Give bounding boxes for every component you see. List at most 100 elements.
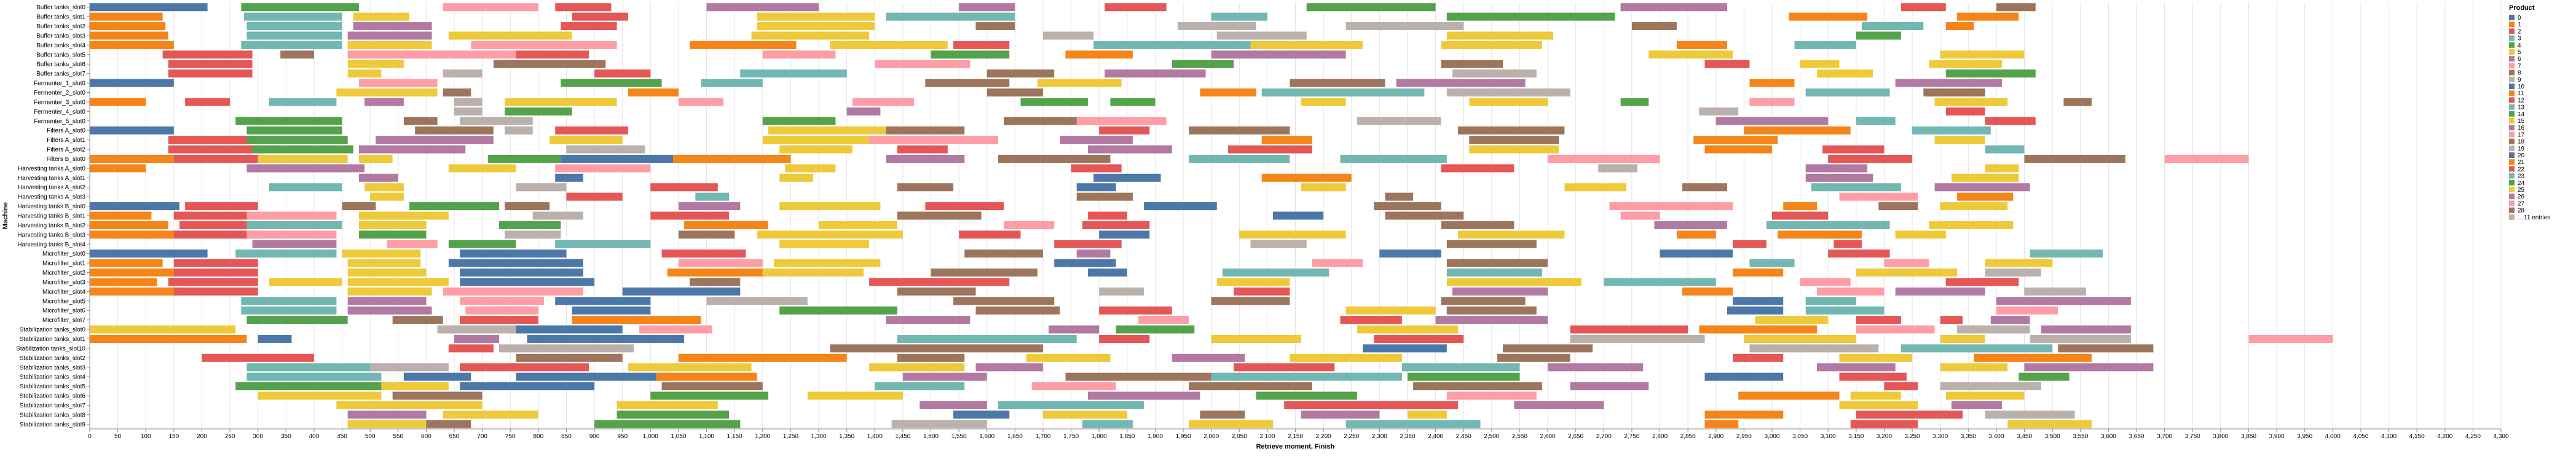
y-tick-label: Fermenter_4_slot0	[34, 109, 85, 116]
task-bar	[1929, 60, 2003, 68]
task-bar	[572, 316, 701, 324]
legend-label: 13	[2518, 104, 2525, 111]
task-bar	[1054, 240, 1122, 248]
task-bar	[897, 353, 965, 362]
y-tick-label: Microfilter_slot3	[42, 279, 85, 286]
y-tick-label: Harvesting tanks B_slot3	[17, 232, 85, 238]
task-bar	[1446, 306, 1537, 315]
task-bar	[667, 269, 763, 277]
x-tick-label: 2,750	[1624, 433, 1639, 440]
task-bar	[516, 353, 623, 362]
task-bar	[1345, 22, 1464, 31]
task-bar	[566, 145, 645, 154]
task-bar	[1216, 31, 1307, 40]
y-tick-label: Microfilter_slot6	[42, 308, 85, 315]
task-bar	[1301, 183, 1346, 192]
y-tick-label: Filters A_slot0	[47, 128, 85, 135]
task-bar	[953, 41, 1010, 49]
legend-label: 24	[2518, 180, 2525, 187]
legend-swatch	[2509, 90, 2515, 96]
task-bar	[1105, 3, 1167, 12]
x-tick-label: 100	[141, 433, 151, 440]
task-bar	[347, 306, 432, 315]
task-bar	[975, 22, 1015, 31]
task-bar	[762, 269, 864, 277]
legend-label: 2	[2518, 28, 2521, 35]
legend-swatch	[2509, 84, 2515, 89]
task-bar	[931, 50, 1010, 59]
task-bar	[785, 164, 836, 173]
task-bar	[1631, 22, 1677, 31]
task-bar	[1345, 420, 1481, 428]
task-bar	[964, 249, 1043, 258]
x-tick-label: 500	[365, 433, 376, 440]
task-bar	[953, 297, 1055, 305]
legend-swatch	[2509, 56, 2515, 62]
task-bar	[869, 278, 1010, 286]
task-bar	[678, 353, 847, 362]
task-bar	[555, 240, 651, 248]
task-bar	[185, 98, 230, 106]
x-tick-label: 50	[114, 433, 122, 440]
task-bar	[1704, 410, 1784, 419]
task-bar	[1004, 117, 1082, 125]
task-bar	[1839, 372, 1907, 381]
task-bar	[1469, 136, 1559, 144]
legend: Product 01234567891011121314151617181920…	[2509, 4, 2550, 221]
y-tick-label: Stabilization tanks_slot5	[20, 383, 86, 390]
task-bar	[179, 221, 258, 229]
task-bar	[1957, 12, 2019, 21]
x-tick-label: 2,900	[1708, 433, 1723, 440]
task-bar	[168, 60, 253, 68]
task-bar	[1940, 202, 2008, 211]
task-bar	[1042, 31, 1094, 40]
task-bar	[757, 230, 903, 239]
legend-label: 19	[2518, 146, 2525, 152]
task-bar	[1099, 287, 1144, 296]
legend-swatch	[2509, 97, 2515, 103]
legend-swatch	[2509, 152, 2515, 158]
task-bar	[1800, 60, 1840, 68]
x-tick-label: 3,300	[1932, 433, 1948, 440]
task-bar	[1222, 269, 1329, 277]
task-bar	[1974, 353, 2092, 362]
task-bar	[90, 3, 208, 12]
task-bar	[448, 240, 516, 248]
task-bar	[650, 391, 768, 400]
task-bar	[2030, 249, 2103, 258]
task-bar	[347, 287, 432, 296]
task-bar	[1189, 126, 1290, 135]
task-bar	[1895, 79, 2003, 87]
task-bar	[1446, 391, 1537, 400]
task-bar	[684, 221, 768, 229]
task-bar	[1042, 410, 1127, 419]
task-bar	[1105, 69, 1206, 78]
x-tick-label: 750	[505, 433, 516, 440]
task-bar	[897, 211, 982, 220]
task-bar	[370, 192, 404, 201]
x-tick-label: 3,800	[2213, 433, 2228, 440]
task-bar	[460, 269, 583, 277]
task-bar	[757, 22, 875, 31]
task-bar	[460, 382, 595, 391]
task-bar	[1800, 278, 1851, 286]
task-bar	[690, 41, 797, 49]
task-bar	[1620, 3, 1727, 12]
legend-label: 5	[2518, 49, 2521, 56]
y-tick-label: Microfilter_slot2	[42, 270, 85, 277]
task-bar	[1301, 98, 1346, 106]
task-bar	[454, 334, 499, 343]
task-bar	[403, 117, 438, 125]
x-tick-label: 1,800	[1092, 433, 1107, 440]
task-bar	[875, 382, 965, 391]
task-bar	[1604, 278, 1716, 286]
task-bar	[493, 60, 606, 68]
x-tick-label: 1,650	[1007, 433, 1023, 440]
task-bar	[1049, 325, 1100, 334]
task-bar	[443, 88, 471, 97]
task-bar	[90, 41, 174, 49]
task-bar	[846, 107, 881, 116]
task-bar	[1850, 420, 1918, 428]
x-tick-label: 4,200	[2437, 433, 2452, 440]
